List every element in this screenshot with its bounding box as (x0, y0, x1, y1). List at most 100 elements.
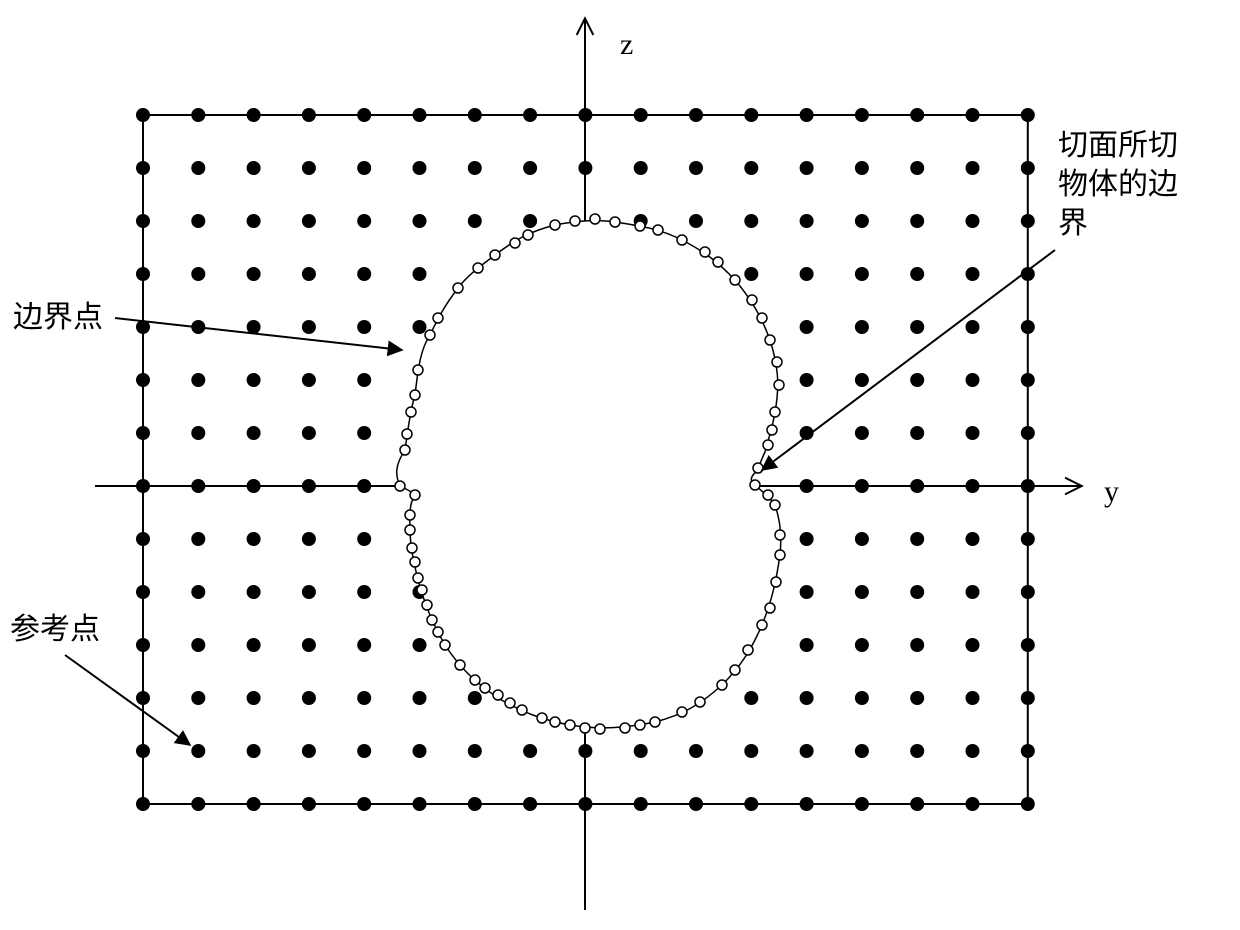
reference-point (689, 744, 703, 758)
boundary-point (523, 230, 533, 240)
reference-point (302, 638, 316, 652)
boundary-point (453, 283, 463, 293)
reference-point (413, 744, 427, 758)
reference-point (136, 426, 150, 440)
boundary-point (473, 263, 483, 273)
reference-point (523, 161, 537, 175)
reference-point (966, 585, 980, 599)
reference-point (966, 426, 980, 440)
reference-point (247, 638, 261, 652)
reference-point (191, 532, 205, 546)
boundary-point (400, 445, 410, 455)
reference-point (744, 744, 758, 758)
reference-point (357, 320, 371, 334)
reference-point (966, 744, 980, 758)
reference-point (966, 108, 980, 122)
reference-point (744, 797, 758, 811)
reference-point (357, 797, 371, 811)
reference-point (247, 532, 261, 546)
reference-point (689, 108, 703, 122)
reference-point (247, 267, 261, 281)
reference-point (136, 797, 150, 811)
y-axis-label: y (1104, 472, 1119, 511)
diagram-svg (0, 0, 1240, 930)
reference-point (800, 532, 814, 546)
boundary-point (440, 640, 450, 650)
boundary-point (763, 490, 773, 500)
boundary-point (433, 627, 443, 637)
z-axis-label: z (620, 25, 633, 64)
reference-point (357, 691, 371, 705)
reference-point (855, 267, 869, 281)
reference-point (744, 267, 758, 281)
boundary-point (620, 723, 630, 733)
reference-point (247, 585, 261, 599)
reference-point (634, 797, 648, 811)
reference-point (910, 108, 924, 122)
reference-point (468, 214, 482, 228)
reference-point (855, 108, 869, 122)
reference-point (191, 797, 205, 811)
boundary-point (700, 247, 710, 257)
boundary-point (753, 463, 763, 473)
reference-point (247, 108, 261, 122)
boundary-point (425, 330, 435, 340)
reference-point (855, 320, 869, 334)
boundary-point (410, 490, 420, 500)
reference-point (302, 267, 316, 281)
boundary-point (677, 235, 687, 245)
reference-point (966, 691, 980, 705)
boundary-point (650, 717, 660, 727)
boundary-point (765, 603, 775, 613)
boundary-point (770, 407, 780, 417)
cut-boundary-arrow (762, 250, 1055, 470)
boundary-point (405, 525, 415, 535)
boundary-point (410, 557, 420, 567)
reference-point (800, 744, 814, 758)
boundary-point (433, 313, 443, 323)
reference-point (855, 691, 869, 705)
reference-point (468, 744, 482, 758)
reference-point (855, 744, 869, 758)
reference-point (855, 214, 869, 228)
diagram-container: z y 边界点 切面所切 物体的边 界 参考点 (0, 0, 1240, 930)
reference-point (744, 161, 758, 175)
reference-point (413, 638, 427, 652)
reference-point (191, 214, 205, 228)
reference-point (1021, 797, 1035, 811)
reference-point (910, 426, 924, 440)
boundary-point (775, 530, 785, 540)
boundary-point (775, 550, 785, 560)
boundary-point (510, 238, 520, 248)
reference-point (191, 161, 205, 175)
reference-point (413, 108, 427, 122)
boundary-point (750, 480, 760, 490)
boundary-point (580, 723, 590, 733)
reference-point (468, 161, 482, 175)
reference-point (191, 426, 205, 440)
reference-point (357, 108, 371, 122)
boundary-point (422, 600, 432, 610)
reference-point (302, 426, 316, 440)
boundary-point (570, 216, 580, 226)
reference-point (302, 691, 316, 705)
reference-point (800, 108, 814, 122)
reference-point (800, 267, 814, 281)
reference-point (800, 638, 814, 652)
reference-point (855, 426, 869, 440)
reference-point (247, 320, 261, 334)
boundary-point (565, 720, 575, 730)
reference-point (247, 744, 261, 758)
reference-point (910, 373, 924, 387)
reference-point (302, 214, 316, 228)
reference-point (1021, 585, 1035, 599)
reference-point (1021, 214, 1035, 228)
boundary-point (493, 690, 503, 700)
reference-point (247, 214, 261, 228)
reference-point (136, 373, 150, 387)
reference-point (413, 161, 427, 175)
reference-point (910, 585, 924, 599)
reference-point (966, 267, 980, 281)
reference-point (689, 161, 703, 175)
reference-point (136, 691, 150, 705)
